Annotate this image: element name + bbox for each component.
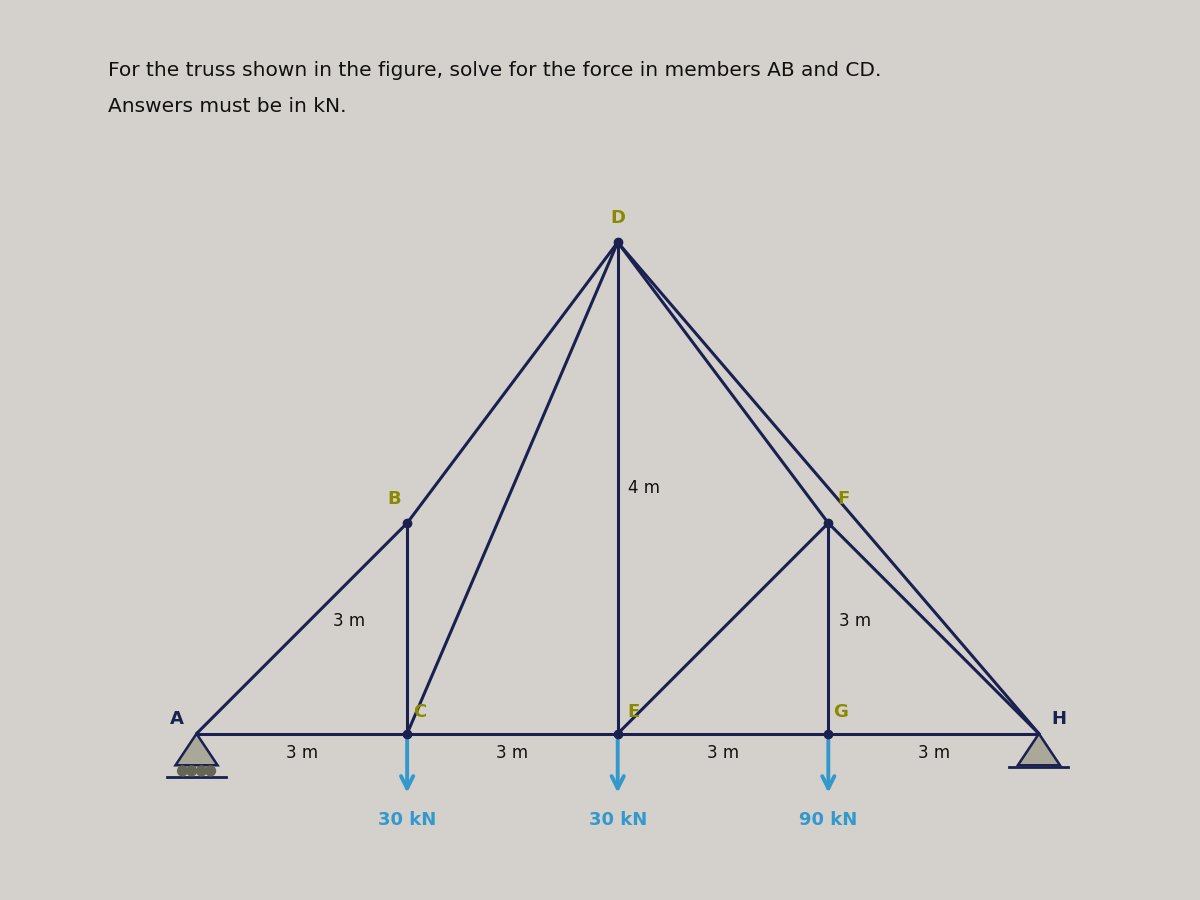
Text: G: G: [834, 703, 848, 721]
Circle shape: [197, 766, 206, 776]
Text: Answers must be in kN.: Answers must be in kN.: [108, 97, 347, 116]
Circle shape: [205, 766, 216, 776]
Polygon shape: [1018, 734, 1060, 765]
Text: D: D: [611, 209, 625, 227]
Text: 3 m: 3 m: [497, 744, 528, 762]
Polygon shape: [175, 734, 217, 765]
Text: H: H: [1051, 710, 1066, 728]
Circle shape: [187, 766, 197, 776]
Text: 3 m: 3 m: [334, 612, 366, 630]
Text: For the truss shown in the figure, solve for the force in members AB and CD.: For the truss shown in the figure, solve…: [108, 61, 881, 80]
Text: B: B: [388, 490, 401, 508]
Text: E: E: [628, 703, 640, 721]
Text: 4 m: 4 m: [629, 479, 660, 497]
Text: 90 kN: 90 kN: [799, 811, 858, 829]
Text: 3 m: 3 m: [286, 744, 318, 762]
Text: A: A: [170, 710, 184, 728]
Text: 3 m: 3 m: [839, 612, 871, 630]
Text: 30 kN: 30 kN: [378, 811, 437, 829]
Text: 3 m: 3 m: [707, 744, 739, 762]
Text: F: F: [838, 490, 850, 508]
Circle shape: [178, 766, 187, 776]
Text: 30 kN: 30 kN: [588, 811, 647, 829]
Text: C: C: [413, 703, 426, 721]
Text: 3 m: 3 m: [918, 744, 949, 762]
